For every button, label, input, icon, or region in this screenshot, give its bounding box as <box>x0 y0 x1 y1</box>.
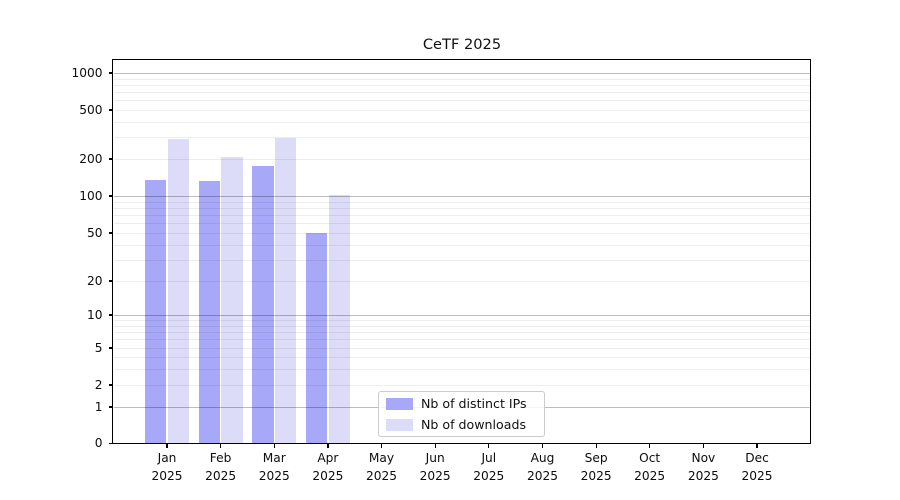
x-tick-mark <box>488 444 490 448</box>
x-tick-label: Oct 2025 <box>634 451 666 483</box>
y-tick-mark <box>108 158 113 160</box>
x-tick-mark <box>541 444 544 448</box>
bar-downloads-mar-2025 <box>274 138 297 444</box>
x-tick-mark <box>166 444 168 448</box>
bar-downloads-apr-2025 <box>328 194 350 444</box>
y-tick-mark <box>108 347 113 349</box>
x-tick-mark <box>434 444 436 448</box>
x-tick-mark <box>327 444 329 448</box>
legend-item-downloads: Nb of downloads <box>386 416 544 433</box>
y-tick-label: 500 <box>79 102 103 117</box>
y-tick-mark <box>108 195 113 197</box>
x-tick-label: Apr 2025 <box>312 451 344 483</box>
x-tick-label: Feb 2025 <box>205 451 237 483</box>
y-tick-label: 20 <box>86 273 103 288</box>
x-tick-mark <box>273 444 275 448</box>
y-tick-label: 10 <box>86 307 103 322</box>
x-tick-label: May 2025 <box>365 451 398 483</box>
y-tick-mark <box>108 442 113 445</box>
x-tick-mark <box>649 444 651 448</box>
x-tick-label: Jun 2025 <box>419 451 451 483</box>
chart-title: CeTF 2025 <box>422 36 502 53</box>
x-tick-mark <box>595 444 597 448</box>
y-tick-mark <box>108 280 113 282</box>
legend-label: Nb of downloads <box>421 417 527 432</box>
bar-distinct-ips-feb-2025 <box>198 180 220 444</box>
x-tick-mark <box>702 444 705 448</box>
x-tick-mark <box>380 444 383 448</box>
y-tick-mark <box>108 406 113 408</box>
y-tick-mark <box>108 72 113 74</box>
x-tick-label: Mar 2025 <box>258 451 290 483</box>
x-tick-label: Aug 2025 <box>526 451 559 483</box>
legend: Nb of distinct IPs Nb of downloads <box>378 391 545 437</box>
legend-item-distinct-ips: Nb of distinct IPs <box>386 395 544 412</box>
x-tick-label: Sep 2025 <box>580 451 612 483</box>
y-tick-mark <box>108 314 113 316</box>
x-tick-mark <box>220 444 222 448</box>
legend-swatch-downloads <box>386 418 413 431</box>
y-tick-mark <box>108 232 113 234</box>
y-tick-label: 50 <box>86 225 103 240</box>
y-tick-label: 5 <box>94 340 103 355</box>
bar-distinct-ips-apr-2025 <box>305 233 328 444</box>
y-tick-mark <box>108 384 113 386</box>
bar-downloads-jan-2025 <box>167 139 189 444</box>
bar-downloads-feb-2025 <box>221 156 243 444</box>
y-tick-label: 1 <box>94 399 103 414</box>
bar-distinct-ips-mar-2025 <box>252 166 274 444</box>
y-tick-label: 1000 <box>71 65 103 80</box>
x-tick-label: Nov 2025 <box>687 451 719 483</box>
y-tick-label: 2 <box>94 377 103 392</box>
x-tick-mark <box>756 444 758 448</box>
y-tick-mark <box>108 109 113 111</box>
x-tick-label: Jan 2025 <box>151 451 183 483</box>
x-tick-label: Jul 2025 <box>473 451 505 483</box>
legend-swatch-distinct-ips <box>386 397 413 410</box>
legend-label: Nb of distinct IPs <box>421 396 527 411</box>
y-tick-label: 200 <box>79 151 103 166</box>
y-tick-label: 100 <box>79 188 103 203</box>
bar-distinct-ips-jan-2025 <box>145 180 167 444</box>
x-tick-label: Dec 2025 <box>741 451 773 483</box>
y-tick-label: 0 <box>94 436 103 450</box>
